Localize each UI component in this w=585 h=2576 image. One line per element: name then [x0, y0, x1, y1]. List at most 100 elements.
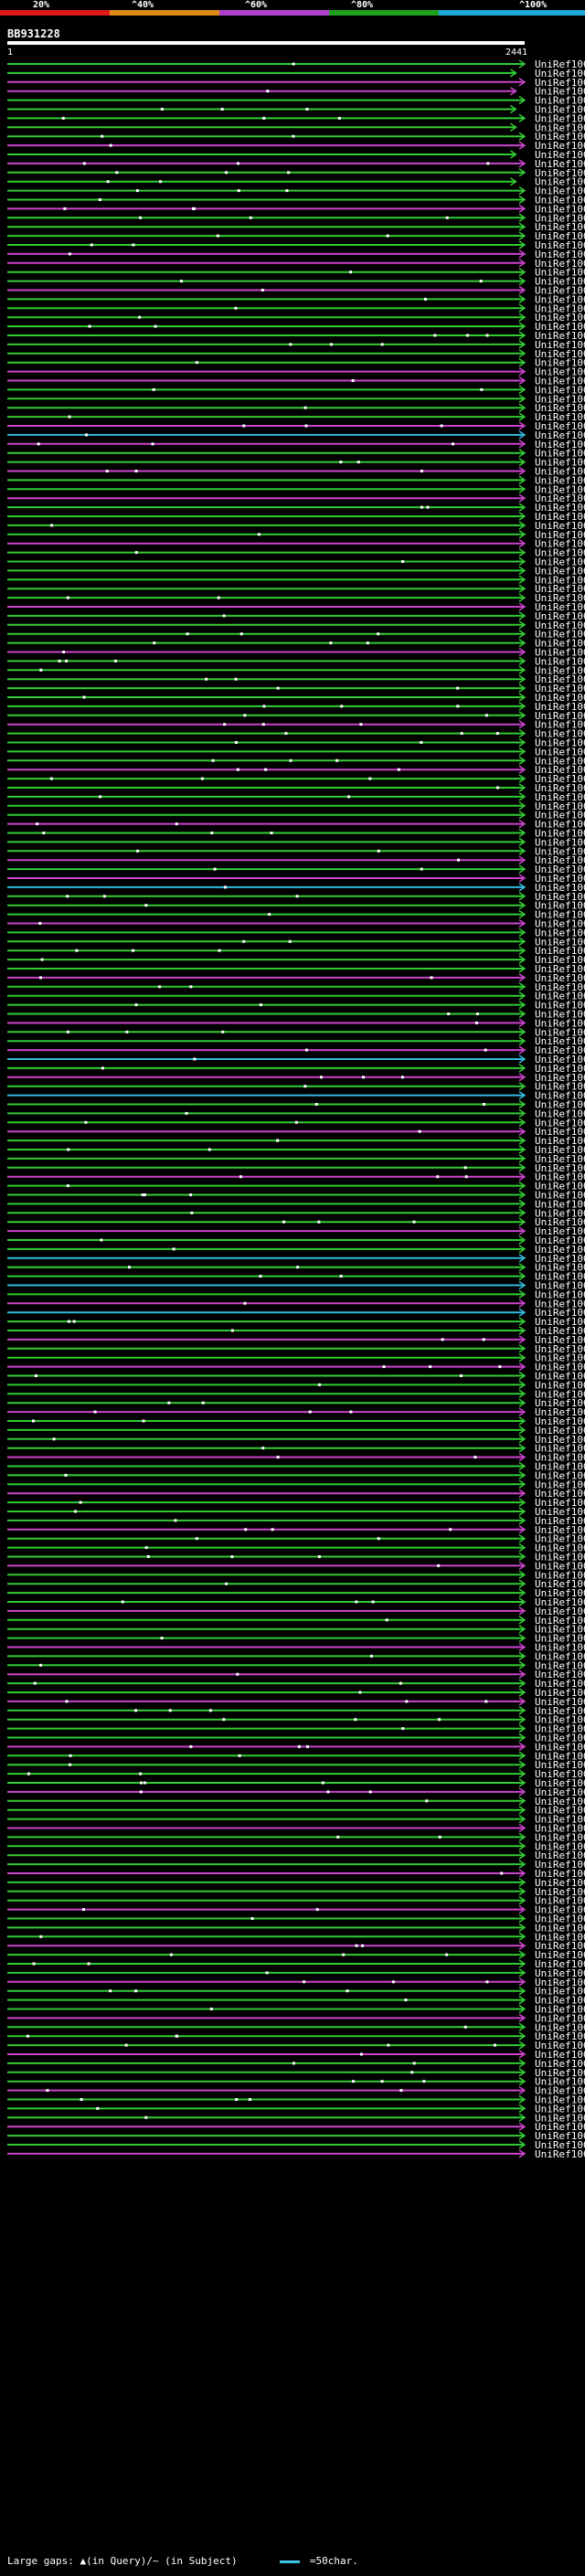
- hit-label[interactable]: UniRef100_UP1000...: [535, 1017, 585, 1029]
- hit-label[interactable]: UniRef100_C3ZP49: [535, 2021, 585, 2033]
- hit-label[interactable]: UniRef100_B3YYN1: [535, 1922, 585, 1934]
- hit-label[interactable]: UniRef100_UP1000...: [535, 1063, 585, 1075]
- hit-label[interactable]: UniRef100_Q9C6S1: [535, 1859, 585, 1871]
- hit-label[interactable]: UniRef100_UP1000...: [535, 2004, 585, 2016]
- hit-label[interactable]: UniRef100_B8NK58: [535, 755, 585, 767]
- hit-label[interactable]: UniRef100_C5CP48: [535, 1117, 585, 1129]
- hit-label[interactable]: UniRef100_C0P8V7: [535, 647, 585, 659]
- hit-label[interactable]: UniRef100_Q96BS3: [535, 2012, 585, 2024]
- hit-label[interactable]: UniRef100_UP1000...: [535, 1805, 585, 1817]
- hit-label[interactable]: UniRef100_Q3MTL0: [535, 502, 585, 514]
- hit-label[interactable]: UniRef100_Q4A2U1: [535, 312, 585, 323]
- hit-label[interactable]: UniRef100_B7P8N3: [535, 1216, 585, 1228]
- hit-label[interactable]: UniRef100_Q4A2I9: [535, 493, 585, 504]
- hit-label[interactable]: UniRef100_A9V252: [535, 1615, 585, 1627]
- hit-label[interactable]: UniRef100_UP1000...: [535, 836, 585, 848]
- hit-label[interactable]: UniRef100_Q3MC83: [535, 321, 585, 333]
- hit-label[interactable]: UniRef100_UP1000...: [535, 2040, 585, 2051]
- hit-label[interactable]: UniRef100_B7QGT8: [535, 800, 585, 812]
- hit-label[interactable]: UniRef100_Q9W8Y6: [535, 221, 585, 233]
- hit-label[interactable]: UniRef100_C5CSB2: [535, 782, 585, 794]
- hit-label[interactable]: UniRef100_B7PD38: [535, 1207, 585, 1219]
- hit-label[interactable]: UniRef100_Q54TM5: [535, 167, 585, 179]
- hit-label[interactable]: UniRef100_UP1000...: [535, 655, 585, 667]
- hit-label[interactable]: UniRef100_C0U2Z8: [535, 1931, 585, 1943]
- hit-label[interactable]: UniRef100_B7P5E7: [535, 239, 585, 251]
- hit-label[interactable]: UniRef100_A5B674: [535, 1633, 585, 1645]
- hit-label[interactable]: UniRef100_Q0IZM1: [535, 882, 585, 894]
- hit-label[interactable]: UniRef100_C0K5V7: [535, 1298, 585, 1309]
- hit-label[interactable]: UniRef100_UP1000...: [535, 384, 585, 396]
- hit-label[interactable]: UniRef100_B7PS71: [535, 592, 585, 604]
- hit-label[interactable]: UniRef100_UP1000...: [535, 1642, 585, 1654]
- hit-label[interactable]: UniRef100_A7PDH4: [535, 1624, 585, 1636]
- hit-label[interactable]: UniRef100_B9PPC0: [535, 1659, 585, 1671]
- hit-label[interactable]: UniRef100_Q852P0: [535, 186, 585, 197]
- hit-label[interactable]: UniRef100_B9PH87: [535, 574, 585, 586]
- hit-label[interactable]: UniRef100_A7EC48: [535, 954, 585, 966]
- hit-label[interactable]: UniRef100_UP1000...: [535, 1099, 585, 1111]
- hit-label[interactable]: UniRef100_C5N8S7: [535, 2139, 585, 2151]
- hit-label[interactable]: UniRef100_B9GL03: [535, 1768, 585, 1780]
- hit-label[interactable]: UniRef100_Q9S8M1: [535, 95, 585, 107]
- hit-label[interactable]: UniRef100_C1EFP7: [535, 1967, 585, 1979]
- hit-label[interactable]: UniRef100_B9GJ16: [535, 1560, 585, 1572]
- hit-label[interactable]: UniRef100_C5GL38: [535, 1831, 585, 1843]
- hit-label[interactable]: UniRef100_UP1000...: [535, 1271, 585, 1283]
- hit-label[interactable]: UniRef100_B7Q3T8: [535, 1035, 585, 1047]
- hit-label[interactable]: UniRef100_A4SUU6: [535, 1895, 585, 1907]
- hit-label[interactable]: UniRef100_B6IDR8: [535, 1587, 585, 1599]
- hit-label[interactable]: UniRef100_B7Q9M9: [535, 1352, 585, 1364]
- hit-label[interactable]: UniRef100_A6KME4: [535, 936, 585, 948]
- hit-label[interactable]: UniRef100_A9R9L1: [535, 1388, 585, 1400]
- hit-label[interactable]: UniRef100_Q4AEV2: [535, 737, 585, 749]
- hit-label[interactable]: UniRef100_B7P0Z8: [535, 1225, 585, 1237]
- hit-label[interactable]: UniRef100_A8J790: [535, 972, 585, 984]
- hit-label[interactable]: UniRef100_A6Q8Q1: [535, 1850, 585, 1861]
- hit-label[interactable]: UniRef100_Q9969: [535, 420, 585, 432]
- hit-label[interactable]: UniRef100_Q6SW9: [535, 448, 585, 460]
- hit-label[interactable]: UniRef100_Q34EU2: [535, 1379, 585, 1391]
- hit-label[interactable]: UniRef100_Q9FUD5: [535, 393, 585, 405]
- hit-label[interactable]: UniRef100_UP1000...: [535, 1371, 585, 1383]
- hit-label[interactable]: UniRef100_B0Q3I1: [535, 2103, 585, 2115]
- hit-label[interactable]: UniRef100_B7PW18: [535, 1171, 585, 1183]
- hit-label[interactable]: UniRef100_UP1000...: [535, 429, 585, 441]
- hit-label[interactable]: UniRef100_A6RXS7: [535, 1796, 585, 1807]
- hit-label[interactable]: UniRef100_A0P8Z7: [535, 230, 585, 242]
- hit-label[interactable]: UniRef100_UP1000...: [535, 610, 585, 622]
- hit-label[interactable]: UniRef100_UP1000...: [535, 1977, 585, 1988]
- hit-label[interactable]: UniRef100_A0K2B4: [535, 2094, 585, 2106]
- hit-label[interactable]: UniRef100_Q9907U: [535, 1524, 585, 1536]
- hit-label[interactable]: UniRef100_B7Q3P2: [535, 1144, 585, 1156]
- hit-label[interactable]: UniRef100_Q6ST27: [535, 1995, 585, 2007]
- hit-label[interactable]: UniRef100_B7QMD8: [535, 583, 585, 595]
- hit-label[interactable]: UniRef100_A3EI10: [535, 1262, 585, 1274]
- hit-label[interactable]: UniRef100_A4CEY6: [535, 981, 585, 993]
- hit-label[interactable]: UniRef100_UP1000...: [535, 1678, 585, 1690]
- hit-label[interactable]: UniRef100_Q41UY7: [535, 330, 585, 342]
- hit-label[interactable]: UniRef100_C5J4Y2: [535, 176, 585, 188]
- hit-label[interactable]: UniRef100_Q9R6U1: [535, 149, 585, 161]
- hit-label[interactable]: UniRef100_A7UVF7: [535, 104, 585, 116]
- hit-label[interactable]: UniRef100_A4S603: [535, 1443, 585, 1455]
- hit-label[interactable]: UniRef100_B7PE98: [535, 683, 585, 694]
- hit-label[interactable]: UniRef100_A9C837: [535, 1904, 585, 1916]
- hit-label[interactable]: UniRef100_B9QIN3: [535, 565, 585, 577]
- hit-label[interactable]: UniRef100_B7Q3L2: [535, 1506, 585, 1518]
- hit-label[interactable]: UniRef100_UP1000...: [535, 267, 585, 279]
- hit-label[interactable]: UniRef100_UP1000...: [535, 1569, 585, 1581]
- hit-label[interactable]: UniRef100_UP1000...: [535, 1868, 585, 1880]
- hit-label[interactable]: UniRef100_A5UHM5: [535, 1986, 585, 1998]
- hit-label[interactable]: UniRef100_B1JXE0: [535, 1714, 585, 1726]
- hit-label[interactable]: UniRef100_B4IL14: [535, 1415, 585, 1427]
- hit-label[interactable]: UniRef100_C5R9S7: [535, 1081, 585, 1093]
- hit-label[interactable]: UniRef100_C4KEZ3: [535, 1913, 585, 1925]
- hit-label[interactable]: UniRef100_B7Q3U3: [535, 122, 585, 133]
- hit-label[interactable]: UniRef100_B7PQ78: [535, 1044, 585, 1056]
- hit-label[interactable]: UniRef100_A9ATL0: [535, 900, 585, 912]
- hit-label[interactable]: UniRef100_B7Q972: [535, 1135, 585, 1147]
- hit-label[interactable]: UniRef100_Q3HTK2: [535, 1072, 585, 1084]
- hit-label[interactable]: UniRef100_Q9QSR9: [535, 439, 585, 451]
- hit-label[interactable]: UniRef100_UP1000...: [535, 1814, 585, 1826]
